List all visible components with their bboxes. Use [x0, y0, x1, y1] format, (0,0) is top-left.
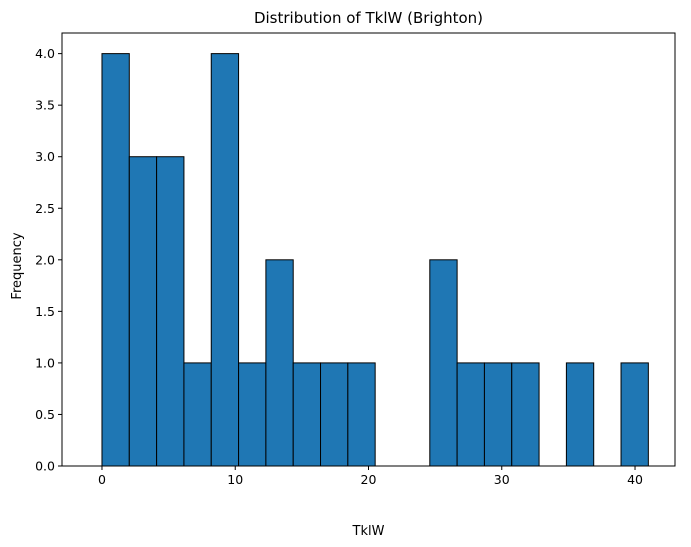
- histogram-bar: [620, 362, 649, 467]
- x-tick-label: 0: [98, 472, 106, 487]
- y-tick-label: 1.5: [35, 304, 55, 319]
- histogram-bar: [565, 362, 595, 467]
- y-tick-label: 0.0: [35, 459, 55, 474]
- histogram-bar: [101, 53, 130, 467]
- y-tick-label: 4.0: [35, 46, 55, 61]
- histogram-bar: [128, 156, 158, 467]
- y-tick-label: 1.0: [35, 355, 55, 370]
- y-tick-label: 2.0: [35, 252, 55, 267]
- chart-title: Distribution of TklW (Brighton): [254, 9, 483, 27]
- histogram-bar: [456, 362, 485, 467]
- histogram-bar: [483, 362, 513, 467]
- x-tick-label: 30: [494, 472, 510, 487]
- y-tick-label: 3.0: [35, 149, 55, 164]
- histogram-bar: [429, 259, 458, 467]
- y-tick-label: 0.5: [35, 407, 55, 422]
- histogram-bar: [347, 362, 376, 467]
- y-axis-label: Frequency: [10, 232, 25, 299]
- y-tick-label: 2.5: [35, 201, 55, 216]
- histogram-bar: [238, 362, 267, 467]
- x-axis-ticks: 0 10 20 30 40: [98, 466, 643, 487]
- y-tick-label: 3.5: [35, 98, 55, 113]
- histogram-bar: [156, 156, 185, 467]
- histogram-bar: [265, 259, 294, 467]
- histogram-bar: [292, 362, 322, 467]
- histogram-bar: [320, 362, 349, 467]
- axes-frame: [61, 32, 676, 467]
- y-axis-ticks: 0.0 0.5 1.0 1.5 2.0 2.5 3.0 3.5 4.0: [35, 46, 62, 474]
- x-tick-label: 10: [227, 472, 243, 487]
- x-tick-label: 40: [627, 472, 643, 487]
- plot-area: 0.0 0.5 1.0 1.5 2.0 2.5 3.0 3.5 4.0 0 10 20 30 40: [35, 32, 676, 487]
- histogram-bar: [210, 53, 240, 467]
- histogram-bar: [183, 362, 212, 467]
- bars: [101, 53, 649, 467]
- x-tick-label: 20: [361, 472, 377, 487]
- x-axis-label: TklW: [352, 524, 385, 539]
- histogram-bar: [511, 362, 540, 467]
